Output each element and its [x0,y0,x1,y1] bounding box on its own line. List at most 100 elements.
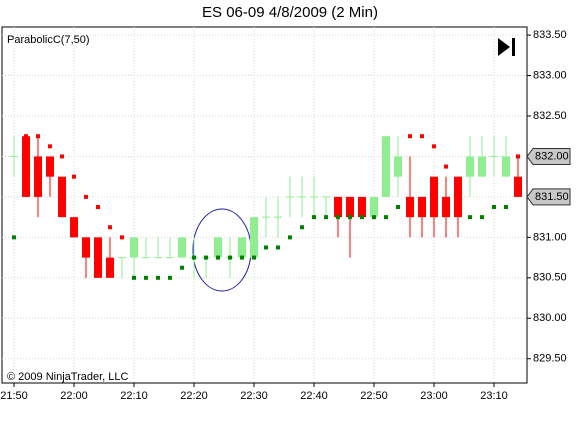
sar-dot [96,205,100,210]
candle-body [286,196,294,198]
sar-dot [108,225,112,230]
sar-dot [504,205,508,210]
price-marker-label: 832.00 [535,150,569,162]
sar-dot [168,275,172,280]
candle-body [250,217,258,258]
candle-body [94,237,102,278]
plot-area [1,26,528,384]
sar-dot [384,215,388,220]
sar-dot [240,255,244,260]
sar-dot [156,275,160,280]
sar-dot [276,245,280,250]
sar-dot [288,235,292,240]
candle-body [478,156,486,177]
x-tick-label: 23:10 [480,390,508,402]
candle-body [106,257,114,278]
candle-body [118,257,126,259]
x-tick-label: 22:50 [360,390,388,402]
candle-body [10,155,18,157]
sar-dot [144,275,148,280]
sar-dot [396,205,400,210]
x-tick-label: 23:00 [420,390,448,402]
sar-dot [324,215,328,220]
x-tick-label: 22:30 [240,390,268,402]
candle-body [394,156,402,177]
candle-body [346,196,354,218]
copyright: © 2009 NinjaTrader, LLC [7,371,128,383]
candle-body [34,156,42,197]
candle-body [154,257,162,259]
x-tick-label: 21:50 [0,390,28,402]
candle-body [466,156,474,177]
sar-dot [132,275,136,280]
sar-dot [72,174,76,179]
sar-dot [432,144,436,149]
sar-dot [48,144,52,149]
play-icon[interactable] [498,38,515,56]
candle-body [514,176,522,197]
candle-body [490,155,498,157]
price-marker [526,188,571,206]
sar-dot [84,194,88,199]
sar-dot [456,184,460,189]
candle-body [238,237,246,258]
sar-dot [480,215,484,220]
candle-body [82,237,90,258]
candle-body [58,176,66,218]
candle-body [334,196,342,218]
sar-dot [216,255,220,260]
sar-dot [492,205,496,210]
sar-dot [180,265,184,270]
candle-body [178,237,186,258]
y-tick-label: 833.50 [533,29,567,41]
x-tick-label: 22:40 [300,390,328,402]
sar-dot [192,255,196,260]
sar-dot [120,235,124,240]
candle-body [166,257,174,259]
candle-body [454,176,462,218]
sar-dot [372,215,376,220]
y-tick-label: 832.50 [533,110,567,122]
sar-dot [300,225,304,230]
sar-dot [252,255,256,260]
candle-body [70,217,78,238]
sar-dot [24,134,28,139]
sar-dot [336,215,340,220]
price-marker [526,147,571,165]
sar-dot [468,215,472,220]
candle-body [418,196,426,218]
candle-body [22,136,30,197]
candle-body [430,176,438,218]
candle-body [274,216,282,218]
candle-body [322,196,330,198]
sar-dot [360,215,364,220]
x-tick-label: 22:10 [120,390,148,402]
sar-dot [408,134,412,139]
sar-dot [204,255,208,260]
candle-body [406,196,414,218]
candle-body [442,196,450,218]
price-marker-label: 831.50 [535,191,569,203]
y-tick-label: 829.50 [533,353,567,365]
candle-body [370,196,378,218]
candle-body [358,196,366,218]
sar-dot [228,255,232,260]
sar-dot [60,154,64,159]
indicator-label: ParabolicC(7,50) [7,34,90,46]
sar-dot [36,134,40,139]
sar-dot [516,154,520,159]
candle-body [214,237,222,258]
sar-dot [348,215,352,220]
y-tick-label: 831.00 [533,231,567,243]
candle-body [46,156,54,177]
candle-body [298,196,306,198]
candle-body [502,156,510,177]
candle-body [262,216,270,218]
y-tick-label: 830.50 [533,272,567,284]
candle-body [130,237,138,258]
y-tick-label: 830.00 [533,312,567,324]
sar-dot [312,215,316,220]
x-tick-label: 22:20 [180,390,208,402]
